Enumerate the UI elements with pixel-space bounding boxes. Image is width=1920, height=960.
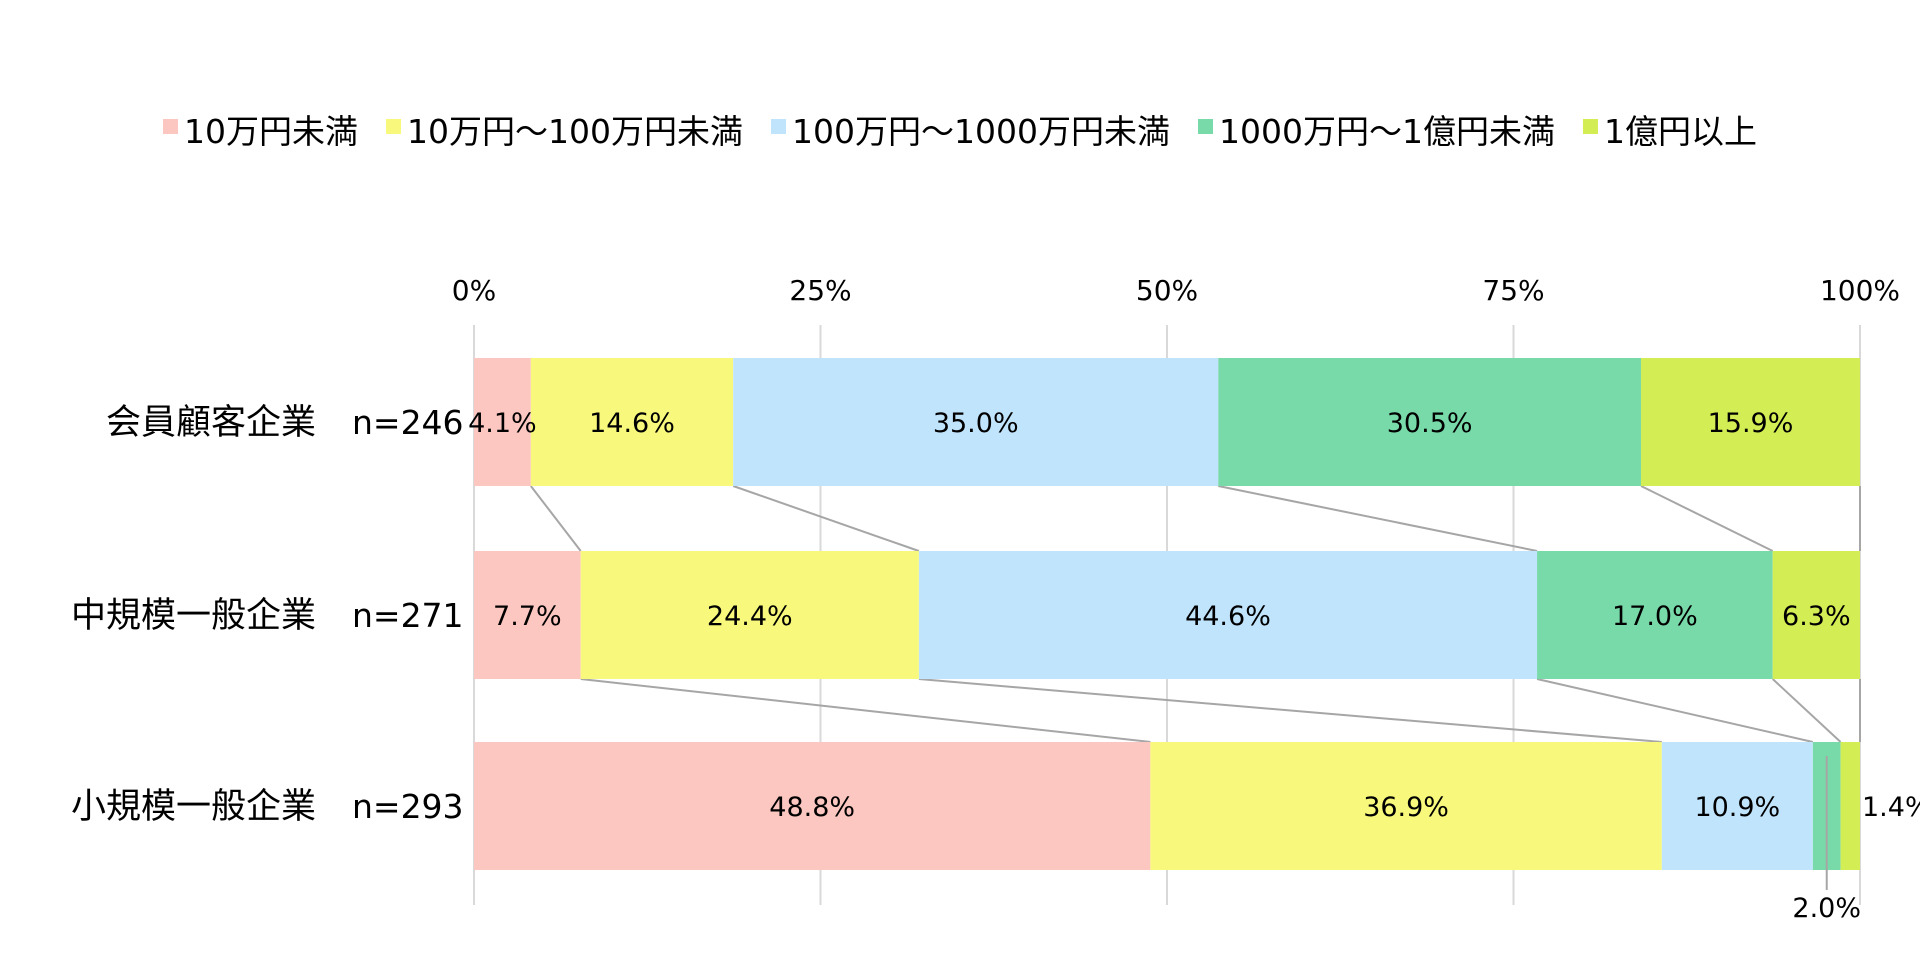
legend-item-3: 1000万円～1億円未満 bbox=[1197, 112, 1555, 151]
legend-swatch-4 bbox=[1582, 119, 1598, 134]
legend-item-0: 10万円未満 bbox=[163, 112, 358, 151]
data-label-row0-series1: 14.6% bbox=[589, 408, 675, 439]
x-tick-label-2: 50% bbox=[1136, 274, 1198, 307]
data-label-row2-series2: 10.9% bbox=[1694, 792, 1780, 823]
legend-swatch-1 bbox=[386, 119, 402, 134]
legend-label-2: 100万円～1000万円未満 bbox=[792, 112, 1170, 151]
legend-label-3: 1000万円～1億円未満 bbox=[1219, 112, 1555, 151]
data-label-row0-series4: 15.9% bbox=[1708, 408, 1794, 439]
bar-segment-row0-series2 bbox=[733, 358, 1219, 486]
legend-item-1: 10万円～100万円未満 bbox=[386, 112, 743, 151]
connector-line-row0-b4 bbox=[1640, 485, 1774, 552]
data-label-row1-series2: 44.6% bbox=[1185, 601, 1271, 632]
data-label-row1-series0: 7.7% bbox=[493, 601, 562, 632]
data-label-row0-series0: 4.1% bbox=[468, 408, 537, 439]
data-labels: 4.1% 14.6% 35.0% 30.5% 15.9% 7.7% 24.4% 44.6% 17… bbox=[468, 408, 1920, 924]
legend-swatch-2 bbox=[771, 119, 787, 134]
data-label-row2-series3: 2.0% bbox=[1792, 893, 1861, 924]
bar-segment-row0-series1 bbox=[530, 358, 734, 486]
bar-segment-row0-series0 bbox=[474, 358, 531, 486]
x-axis-tick-labels: 0% 25% 50% 75% 100% bbox=[452, 274, 1900, 307]
series-connector-lines bbox=[530, 485, 1861, 743]
connector-line-row1-b2 bbox=[918, 678, 1662, 743]
connector-line-row0-b3 bbox=[1218, 485, 1538, 552]
legend-item-2: 100万円～1000万円未満 bbox=[771, 112, 1170, 151]
x-tick-label-4: 100% bbox=[1820, 274, 1900, 307]
data-label-row0-series2: 35.0% bbox=[933, 408, 1019, 439]
category-label-0: 会員顧客企業 bbox=[106, 403, 316, 443]
category-label-1: 中規模一般企業 bbox=[71, 596, 316, 636]
data-label-row1-series1: 24.4% bbox=[707, 601, 793, 632]
bar-segment-row1-series4 bbox=[1772, 551, 1860, 679]
legend-swatch-3 bbox=[1197, 119, 1213, 134]
legend-label-4: 1億円以上 bbox=[1604, 112, 1757, 151]
bars bbox=[474, 358, 1860, 870]
data-label-row1-series4: 6.3% bbox=[1782, 601, 1851, 632]
bar-segment-row1-series3 bbox=[1537, 551, 1773, 679]
connector-line-row0-b2 bbox=[732, 485, 920, 552]
data-label-row1-series3: 17.0% bbox=[1612, 601, 1698, 632]
category-label-2: 小規模一般企業 bbox=[71, 787, 316, 827]
sample-size-label-2: n=293 bbox=[352, 787, 464, 826]
legend-label-0: 10万円未満 bbox=[184, 112, 358, 151]
bar-segment-row1-series0 bbox=[474, 551, 581, 679]
legend-item-4: 1億円以上 bbox=[1582, 112, 1757, 151]
bar-segment-row2-series1 bbox=[1150, 742, 1662, 870]
connector-line-row1-b4 bbox=[1772, 678, 1842, 743]
sample-size-label-0: n=246 bbox=[352, 403, 464, 442]
bar-segment-row1-series2 bbox=[918, 551, 1538, 679]
x-tick-label-0: 0% bbox=[452, 274, 496, 307]
connector-line-row1-b1 bbox=[580, 678, 1151, 743]
category-labels: 会員顧客企業 n=246 中規模一般企業 n=271 小規模一般企業 n=293 bbox=[71, 403, 464, 827]
data-label-row2-series1: 36.9% bbox=[1363, 792, 1449, 823]
x-tick-label-1: 25% bbox=[789, 274, 851, 307]
bar-segment-row0-series3 bbox=[1218, 358, 1642, 486]
connector-line-row0-b1 bbox=[530, 485, 582, 552]
connector-line-row1-b3 bbox=[1536, 678, 1814, 743]
bar-segment-row2-series0 bbox=[474, 742, 1151, 870]
legend: 10万円未満 10万円～100万円未満 100万円～1000万円未満 1000万円～1… bbox=[163, 112, 1757, 151]
bar-segment-row1-series1 bbox=[580, 551, 919, 679]
bar-segment-row2-series4 bbox=[1840, 742, 1860, 870]
legend-label-1: 10万円～100万円未満 bbox=[407, 112, 743, 151]
bar-segment-row0-series4 bbox=[1641, 358, 1860, 486]
bar-segment-row2-series2 bbox=[1661, 742, 1813, 870]
data-label-row2-series4: 1.4% bbox=[1862, 792, 1920, 823]
sample-size-label-1: n=271 bbox=[352, 596, 464, 635]
legend-swatch-0 bbox=[163, 119, 179, 134]
x-tick-label-3: 75% bbox=[1482, 274, 1544, 307]
data-label-row0-series3: 30.5% bbox=[1387, 408, 1473, 439]
data-label-row2-series0: 48.8% bbox=[769, 792, 855, 823]
